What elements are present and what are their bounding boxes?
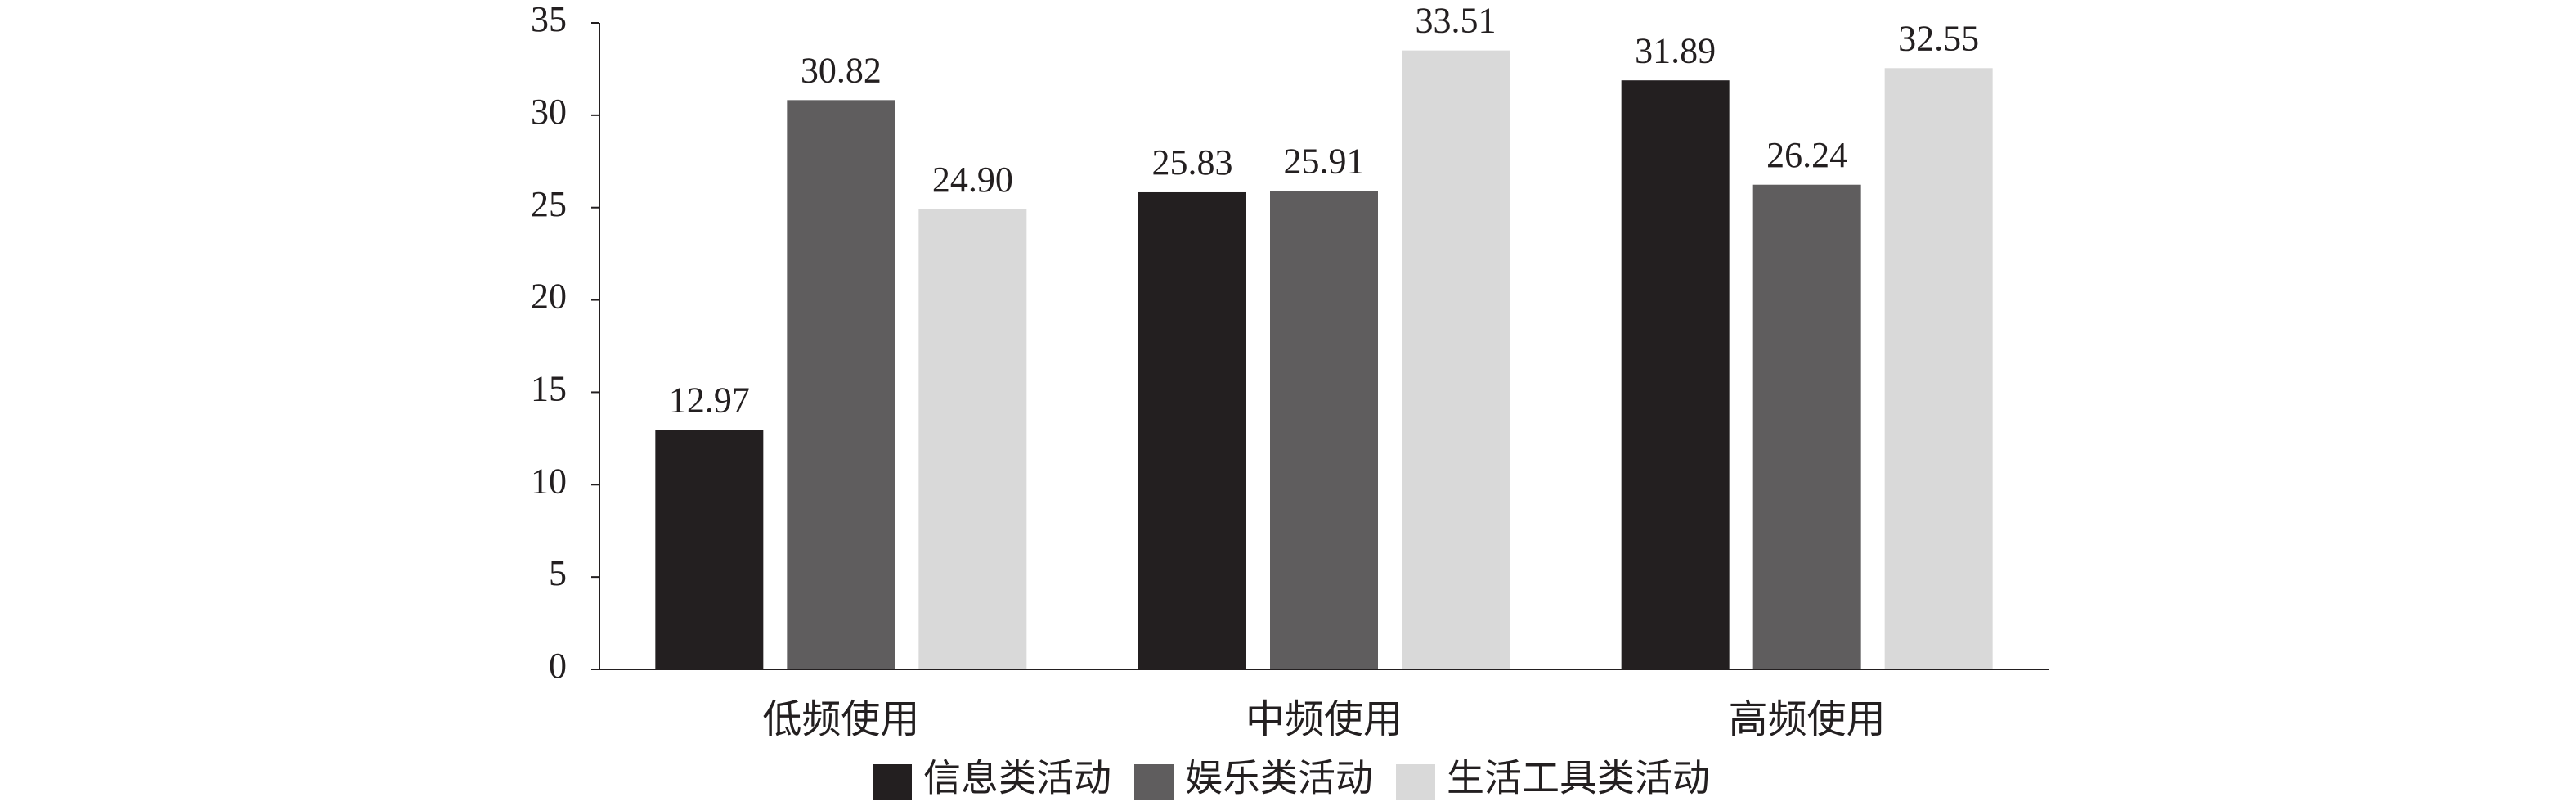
- x-tick-label: 中频使用: [1245, 698, 1402, 741]
- bar: [1138, 191, 1246, 670]
- y-tick-label: 0: [549, 646, 567, 686]
- bar: [918, 209, 1027, 669]
- bar: [1752, 184, 1861, 669]
- y-tick-label: 10: [531, 461, 567, 501]
- legend-swatch: [1134, 764, 1174, 800]
- x-tick-label: 高频使用: [1729, 698, 1886, 741]
- bar: [1402, 50, 1510, 670]
- y-tick-label: 35: [531, 0, 567, 39]
- value-label: 32.55: [1898, 18, 1979, 58]
- legend-label: 信息类活动: [923, 758, 1111, 799]
- value-label: 26.24: [1766, 135, 1847, 175]
- legend-swatch: [1396, 764, 1435, 800]
- legend-label: 生活工具类活动: [1447, 758, 1710, 799]
- x-tick-label: 低频使用: [762, 698, 919, 741]
- bar: [655, 430, 764, 669]
- y-tick-label: 30: [531, 92, 567, 132]
- y-tick-label: 25: [531, 184, 567, 224]
- value-label: 31.89: [1635, 30, 1716, 70]
- bar: [787, 100, 895, 669]
- value-label: 33.51: [1416, 1, 1497, 41]
- value-label: 12.97: [669, 380, 750, 420]
- bar: [1270, 191, 1378, 669]
- bar: [1621, 80, 1730, 669]
- bar: [1884, 68, 1993, 670]
- y-tick-label: 5: [549, 553, 567, 593]
- value-label: 25.83: [1152, 142, 1233, 182]
- value-label: 25.91: [1284, 141, 1365, 181]
- legend-label: 娱乐类活动: [1185, 758, 1373, 799]
- y-tick-label: 20: [531, 277, 567, 317]
- value-label: 30.82: [801, 50, 882, 90]
- y-tick-label: 15: [531, 369, 567, 409]
- legend-swatch: [873, 764, 912, 800]
- value-label: 24.90: [932, 160, 1013, 200]
